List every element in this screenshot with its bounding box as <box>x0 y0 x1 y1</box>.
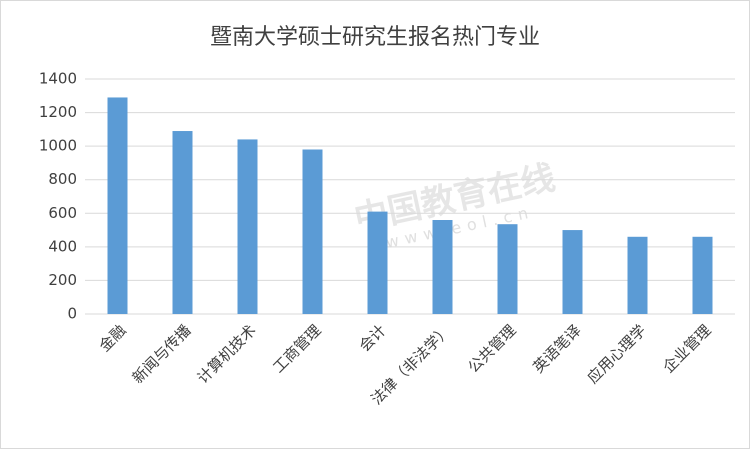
bar <box>237 139 258 314</box>
bar <box>497 224 518 314</box>
y-tick-label: 1000 <box>39 137 77 155</box>
bar <box>692 236 713 314</box>
y-tick-label: 600 <box>48 204 77 222</box>
bar <box>172 131 193 314</box>
bar <box>432 220 453 314</box>
bar <box>367 211 388 314</box>
y-tick-label: 800 <box>48 170 77 188</box>
y-tick-label: 0 <box>67 305 77 323</box>
bar <box>627 236 648 314</box>
y-tick-label: 400 <box>48 237 77 255</box>
y-tick-label: 1200 <box>39 103 77 121</box>
y-tick-label: 200 <box>48 271 77 289</box>
bar <box>562 230 583 314</box>
y-tick-label: 1400 <box>39 70 77 88</box>
chart-title: 暨南大学硕士研究生报名热门专业 <box>210 25 540 50</box>
bar <box>107 97 128 314</box>
bar <box>302 149 323 314</box>
